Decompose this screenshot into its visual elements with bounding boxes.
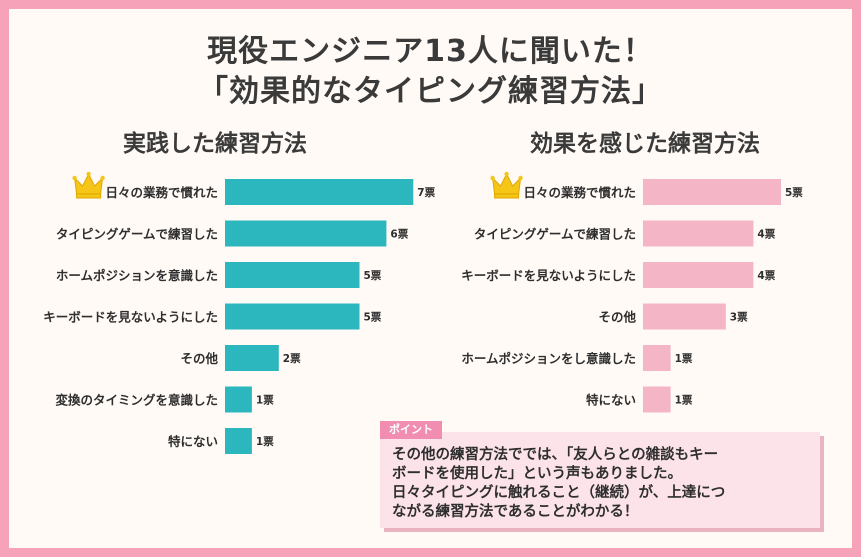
value-label: 5票 [364, 270, 382, 282]
value-label: 7票 [417, 187, 435, 199]
point-line: その他の練習方法ででは、「友人らとの雑談もキー [392, 447, 719, 463]
category-label: その他 [180, 351, 218, 366]
category-label: 変換のタイミングを意識した [55, 393, 218, 408]
point-line: ながる練習方法であることがわかる！ [392, 504, 639, 520]
category-label: その他 [598, 310, 636, 325]
value-label: 6票 [390, 229, 408, 241]
value-label: 1票 [675, 395, 693, 407]
value-label: 4票 [757, 270, 775, 282]
point-box [380, 432, 820, 528]
value-label: 3票 [730, 312, 748, 324]
crown-icon [490, 171, 523, 199]
bar [643, 303, 726, 330]
category-label: ホームポジションを意識した [56, 268, 218, 283]
value-label: 5票 [364, 312, 382, 324]
bar [225, 262, 360, 288]
point-text: その他の練習方法ででは、「友人らとの雑談もキー ボードを使用した」という声もあり… [392, 446, 812, 522]
value-label: 4票 [757, 229, 775, 241]
bar [225, 220, 387, 247]
left-chart-title: 実践した練習方法 [110, 124, 320, 158]
main-title-line-1: 現役エンジニア13人に聞いた！ [207, 34, 654, 69]
category-label: ホームポジションをし意識した [461, 351, 636, 366]
bar [643, 220, 754, 247]
bar [643, 262, 754, 288]
category-label: キーボードを見ないようにした [461, 268, 636, 283]
bar [225, 179, 414, 205]
value-label: 1票 [256, 395, 274, 407]
category-label: 日々の業務で慣れた [523, 185, 636, 200]
value-label: 1票 [675, 353, 693, 365]
crown-icon [72, 171, 105, 199]
value-label: 1票 [256, 436, 274, 448]
category-label: 日々の業務で慣れた [105, 185, 218, 200]
point-line: 日々タイピングに触れること（継続）が、上達につ [392, 485, 726, 501]
point-tag: ポイント [380, 421, 442, 439]
category-label: タイピングゲームで練習した [56, 227, 218, 242]
bar [643, 386, 671, 413]
point-line: ボードを使用した」という声もありました。 [392, 466, 682, 482]
value-label: 2票 [283, 353, 301, 365]
value-label: 5票 [785, 187, 803, 199]
bar [225, 303, 360, 330]
category-label: タイピングゲームで練習した [474, 227, 636, 242]
bar [643, 345, 671, 371]
right-chart-title: 効果を感じた練習方法 [520, 124, 770, 158]
category-label: キーボードを見ないようにした [43, 310, 218, 325]
bar [225, 386, 252, 413]
bar [225, 345, 279, 371]
category-label: 特にない [168, 434, 218, 449]
bar [643, 179, 781, 205]
left-chart-title-text: 実践した練習方法 [123, 131, 307, 157]
right-chart-title-text: 効果を感じた練習方法 [530, 131, 760, 157]
bar [225, 428, 252, 454]
category-label: 特にない [586, 393, 636, 408]
main-title-line-2: 「効果的なタイピング練習方法」 [198, 74, 663, 109]
